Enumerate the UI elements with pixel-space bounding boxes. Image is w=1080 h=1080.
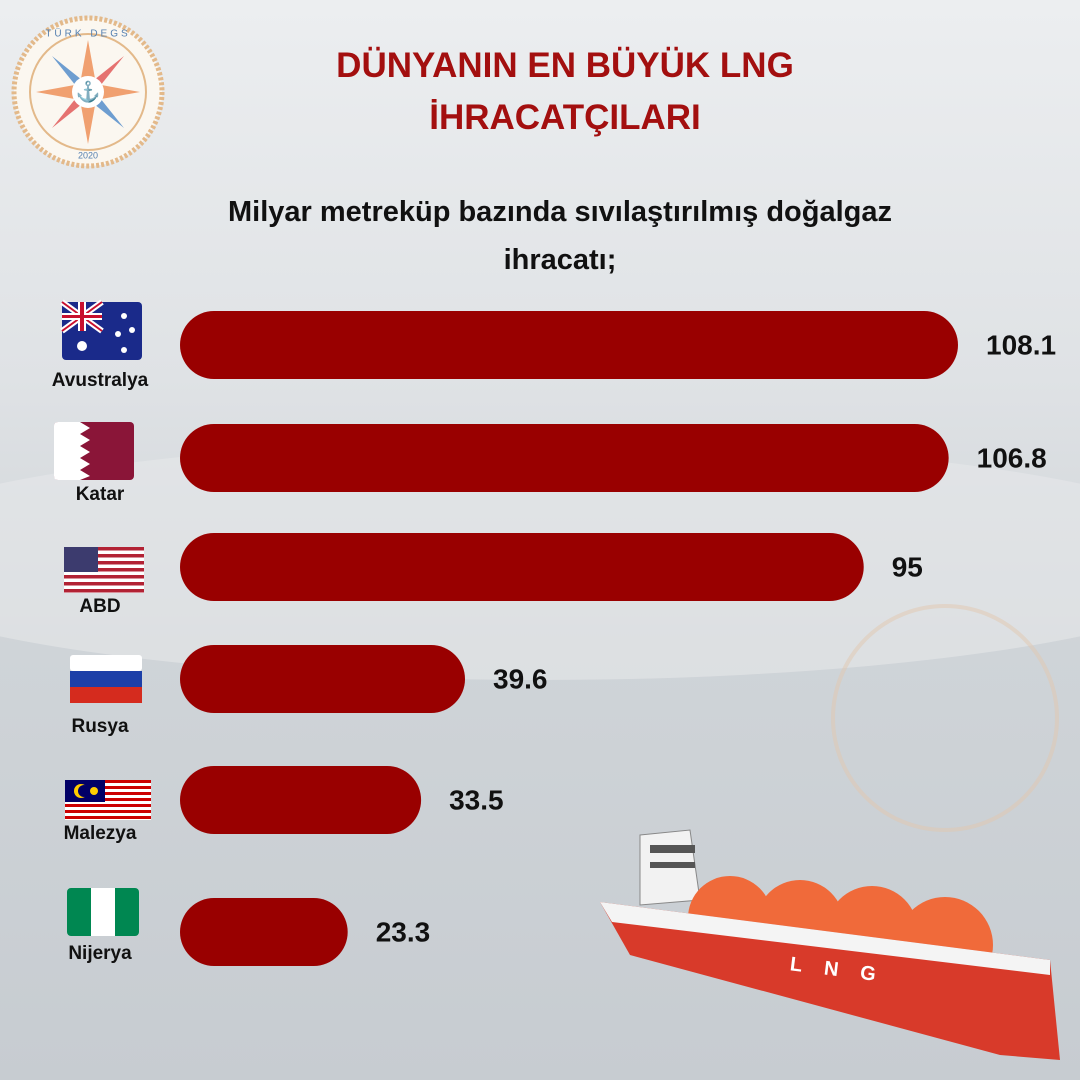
bar (180, 645, 466, 713)
flag-russia (70, 655, 142, 703)
value-label: 108.1 (986, 329, 1056, 360)
chart-title: DÜNYANIN EN BÜYÜK LNG İHRACATÇILARI (336, 46, 794, 137)
chart-subtitle: Milyar metreküp bazında sıvılaştırılmış … (228, 196, 892, 276)
category-label: ABD (79, 596, 120, 617)
flag-malaysia (65, 780, 151, 820)
logo-year: 2020 (78, 150, 98, 160)
bar (180, 311, 958, 379)
flag-nigeria (67, 888, 139, 936)
bar (180, 424, 949, 492)
value-label: 106.8 (977, 442, 1047, 473)
category-label: Katar (76, 484, 125, 505)
category-label: Avustralya (52, 370, 149, 391)
logo-name: TÜRK DEGS (45, 28, 130, 40)
category-label: Nijerya (68, 943, 132, 964)
value-label: 95 (892, 551, 923, 582)
bar (180, 766, 422, 834)
value-label: 33.5 (449, 784, 504, 815)
flag-qatar (54, 422, 134, 480)
value-label: 39.6 (493, 663, 548, 694)
bar (180, 533, 864, 601)
logo: ⚓ TÜRK DEGS 2020 (11, 15, 165, 169)
lng-ship: LNG (600, 829, 1060, 1060)
category-label: Rusya (71, 716, 128, 737)
category-label: Malezya (64, 823, 137, 844)
flag-usa (64, 547, 144, 593)
value-label: 23.3 (376, 916, 431, 947)
svg-text:⚓: ⚓ (76, 79, 101, 103)
flag-australia (60, 299, 142, 360)
bar (180, 898, 348, 966)
